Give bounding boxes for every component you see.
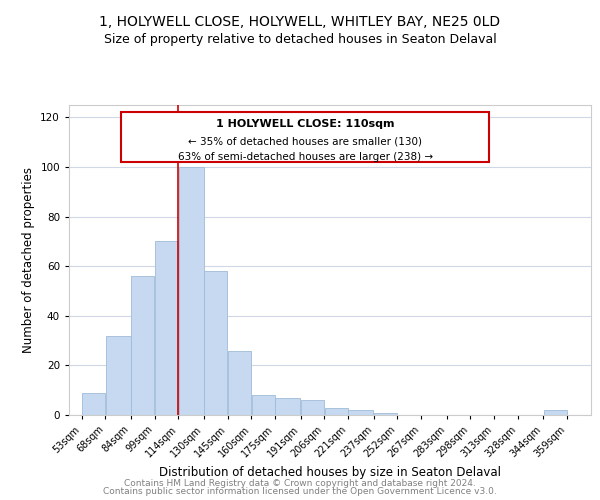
Bar (544, 410, 567, 415)
Text: Contains public sector information licensed under the Open Government Licence v3: Contains public sector information licen… (103, 487, 497, 496)
Y-axis label: Number of detached properties: Number of detached properties (22, 167, 35, 353)
Text: 1, HOLYWELL CLOSE, HOLYWELL, WHITLEY BAY, NE25 0LD: 1, HOLYWELL CLOSE, HOLYWELL, WHITLEY BAY… (100, 15, 500, 29)
Bar (179, 167, 203, 415)
Bar (228, 350, 251, 415)
Text: 63% of semi-detached houses are larger (238) →: 63% of semi-detached houses are larger (… (178, 152, 433, 162)
Text: 1 HOLYWELL CLOSE: 110sqm: 1 HOLYWELL CLOSE: 110sqm (216, 118, 395, 128)
Bar (82, 392, 105, 415)
X-axis label: Distribution of detached houses by size in Seaton Delaval: Distribution of detached houses by size … (159, 466, 501, 479)
Bar (325, 408, 348, 415)
Bar (204, 271, 227, 415)
Text: Contains HM Land Registry data © Crown copyright and database right 2024.: Contains HM Land Registry data © Crown c… (124, 478, 476, 488)
Bar (106, 336, 131, 415)
Bar (374, 412, 397, 415)
Bar (275, 398, 301, 415)
Bar (155, 242, 178, 415)
Text: Size of property relative to detached houses in Seaton Delaval: Size of property relative to detached ho… (104, 32, 496, 46)
Bar (349, 410, 373, 415)
Bar (301, 400, 324, 415)
Bar (131, 276, 154, 415)
Bar (252, 395, 275, 415)
Text: ← 35% of detached houses are smaller (130): ← 35% of detached houses are smaller (13… (188, 136, 422, 146)
Bar (121, 112, 490, 162)
